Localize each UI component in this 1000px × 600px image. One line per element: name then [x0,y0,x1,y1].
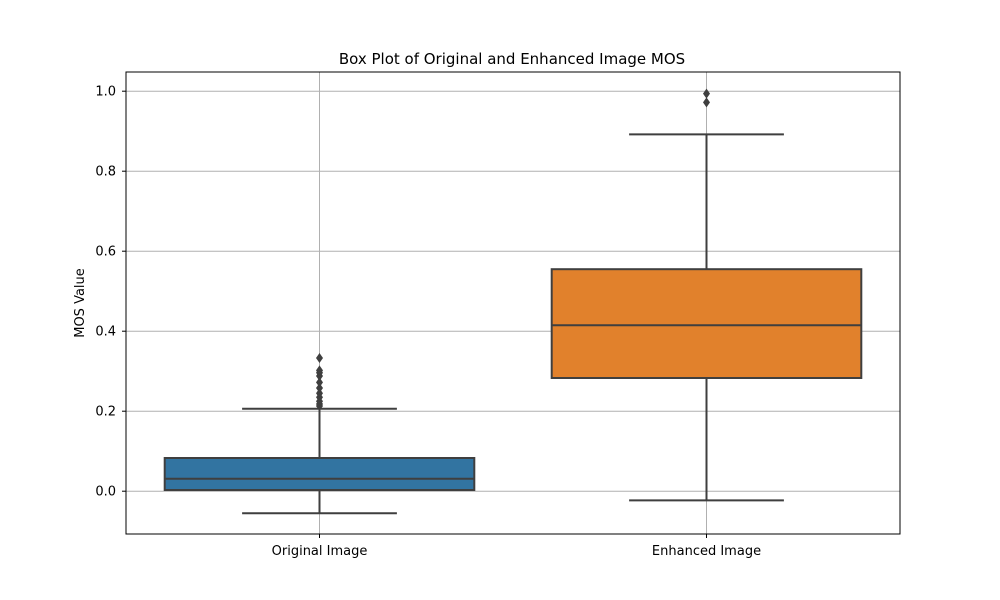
y-tick-label: 0.4 [95,325,116,340]
ticks-layer: 0.0 0.2 0.4 0.6 0.8 1.0 Original Image Enhanced… [95,85,761,559]
y-tick-label: 0.8 [95,165,116,180]
y-tick-label: 0.0 [95,485,116,500]
y-tick-label: 0.6 [95,245,116,260]
chart-title: Box Plot of Original and Enhanced Image … [339,50,685,68]
box-enhanced [550,88,863,502]
plot-area-frame [125,71,901,535]
outlier-point [316,365,323,376]
x-tick-label: Original Image [272,544,368,559]
outlier-point [316,383,323,393]
grid-lines [126,72,900,534]
iqr-box [550,268,863,380]
outlier-point [316,353,323,363]
y-tick-label: 0.2 [95,405,116,420]
outlier-point [316,377,323,388]
iqr-box [163,457,476,491]
outlier-point [703,88,710,99]
y-tick-label: 1.0 [95,85,116,100]
x-tick-label: Enhanced Image [652,544,761,559]
box-original [163,353,476,515]
outlier-point [703,97,710,108]
boxes-layer [163,88,863,515]
y-axis-label: MOS Value [73,268,88,338]
outlier-point [316,388,323,399]
